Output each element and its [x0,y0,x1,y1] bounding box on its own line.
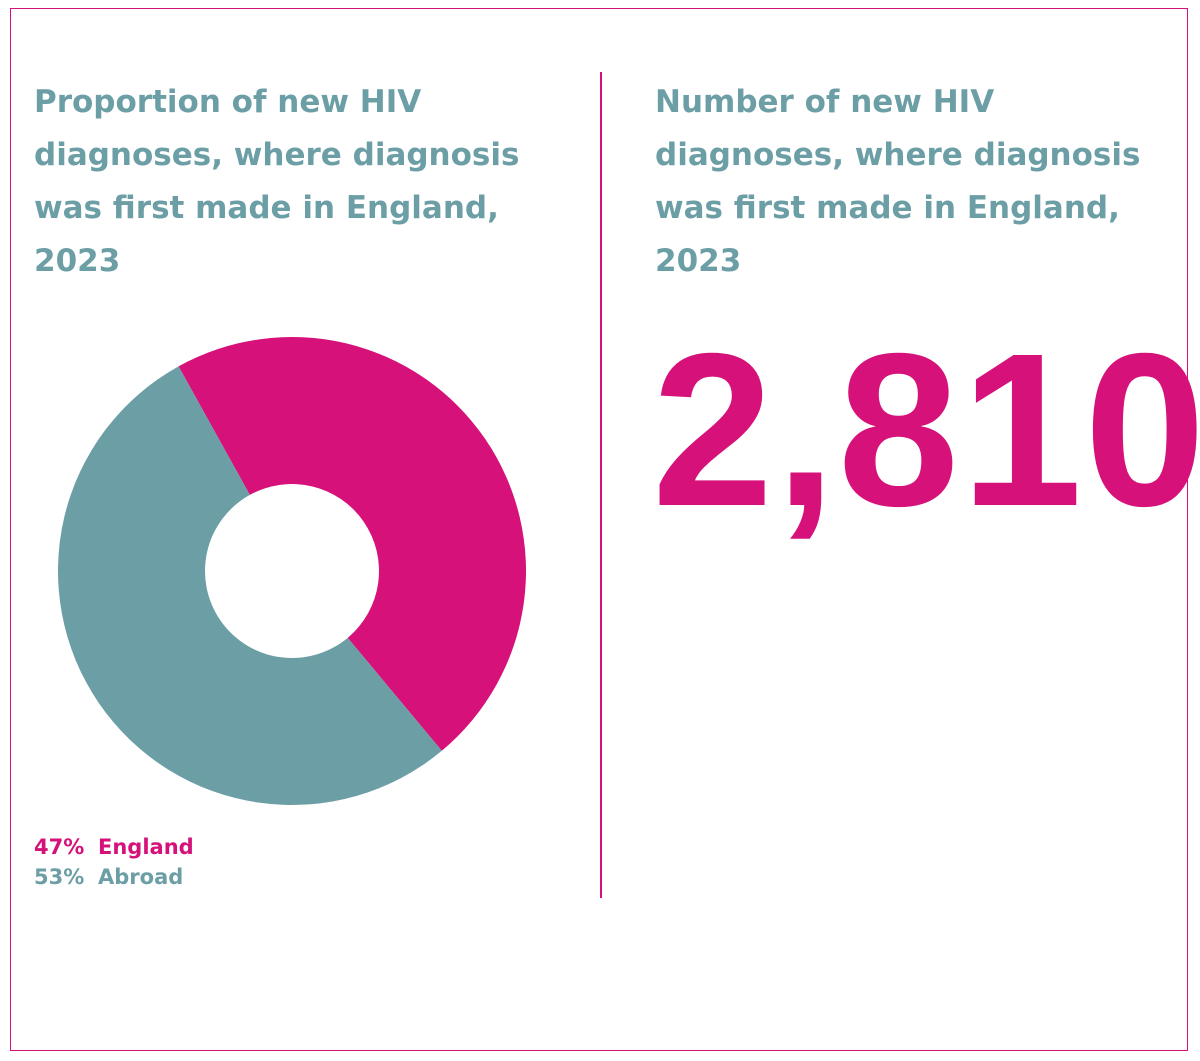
stat-title-line: Number of new HIV [655,84,995,120]
legend-label: England [98,835,194,859]
legend-item-abroad: 53% Abroad [34,862,194,892]
legend-value: 53% [34,865,85,889]
chart-title: Proportion of new HIV diagnoses, where d… [34,76,554,288]
stat-title: Number of new HIV diagnoses, where diagn… [655,76,1175,288]
big-number-stat: 2,810 [652,309,1200,552]
chart-title-line: Proportion of new HIV [34,84,422,120]
panel-divider [600,72,602,898]
chart-title-line: was first made in England, [34,190,499,226]
chart-title-line: diagnoses, where diagnosis [34,137,520,173]
donut-slice-abroad [58,366,442,805]
legend-label: Abroad [98,865,184,889]
chart-legend: 47% England 53% Abroad [34,832,194,892]
stat-title-line: diagnoses, where diagnosis [655,137,1141,173]
legend-item-england: 47% England [34,832,194,862]
legend-value: 47% [34,835,85,859]
stat-title-line: was first made in England, [655,190,1120,226]
card-frame [10,8,1188,1051]
donut-chart [58,337,527,805]
donut-slice-england [178,337,527,751]
stat-title-line: 2023 [655,243,742,279]
chart-title-line: 2023 [34,243,121,279]
